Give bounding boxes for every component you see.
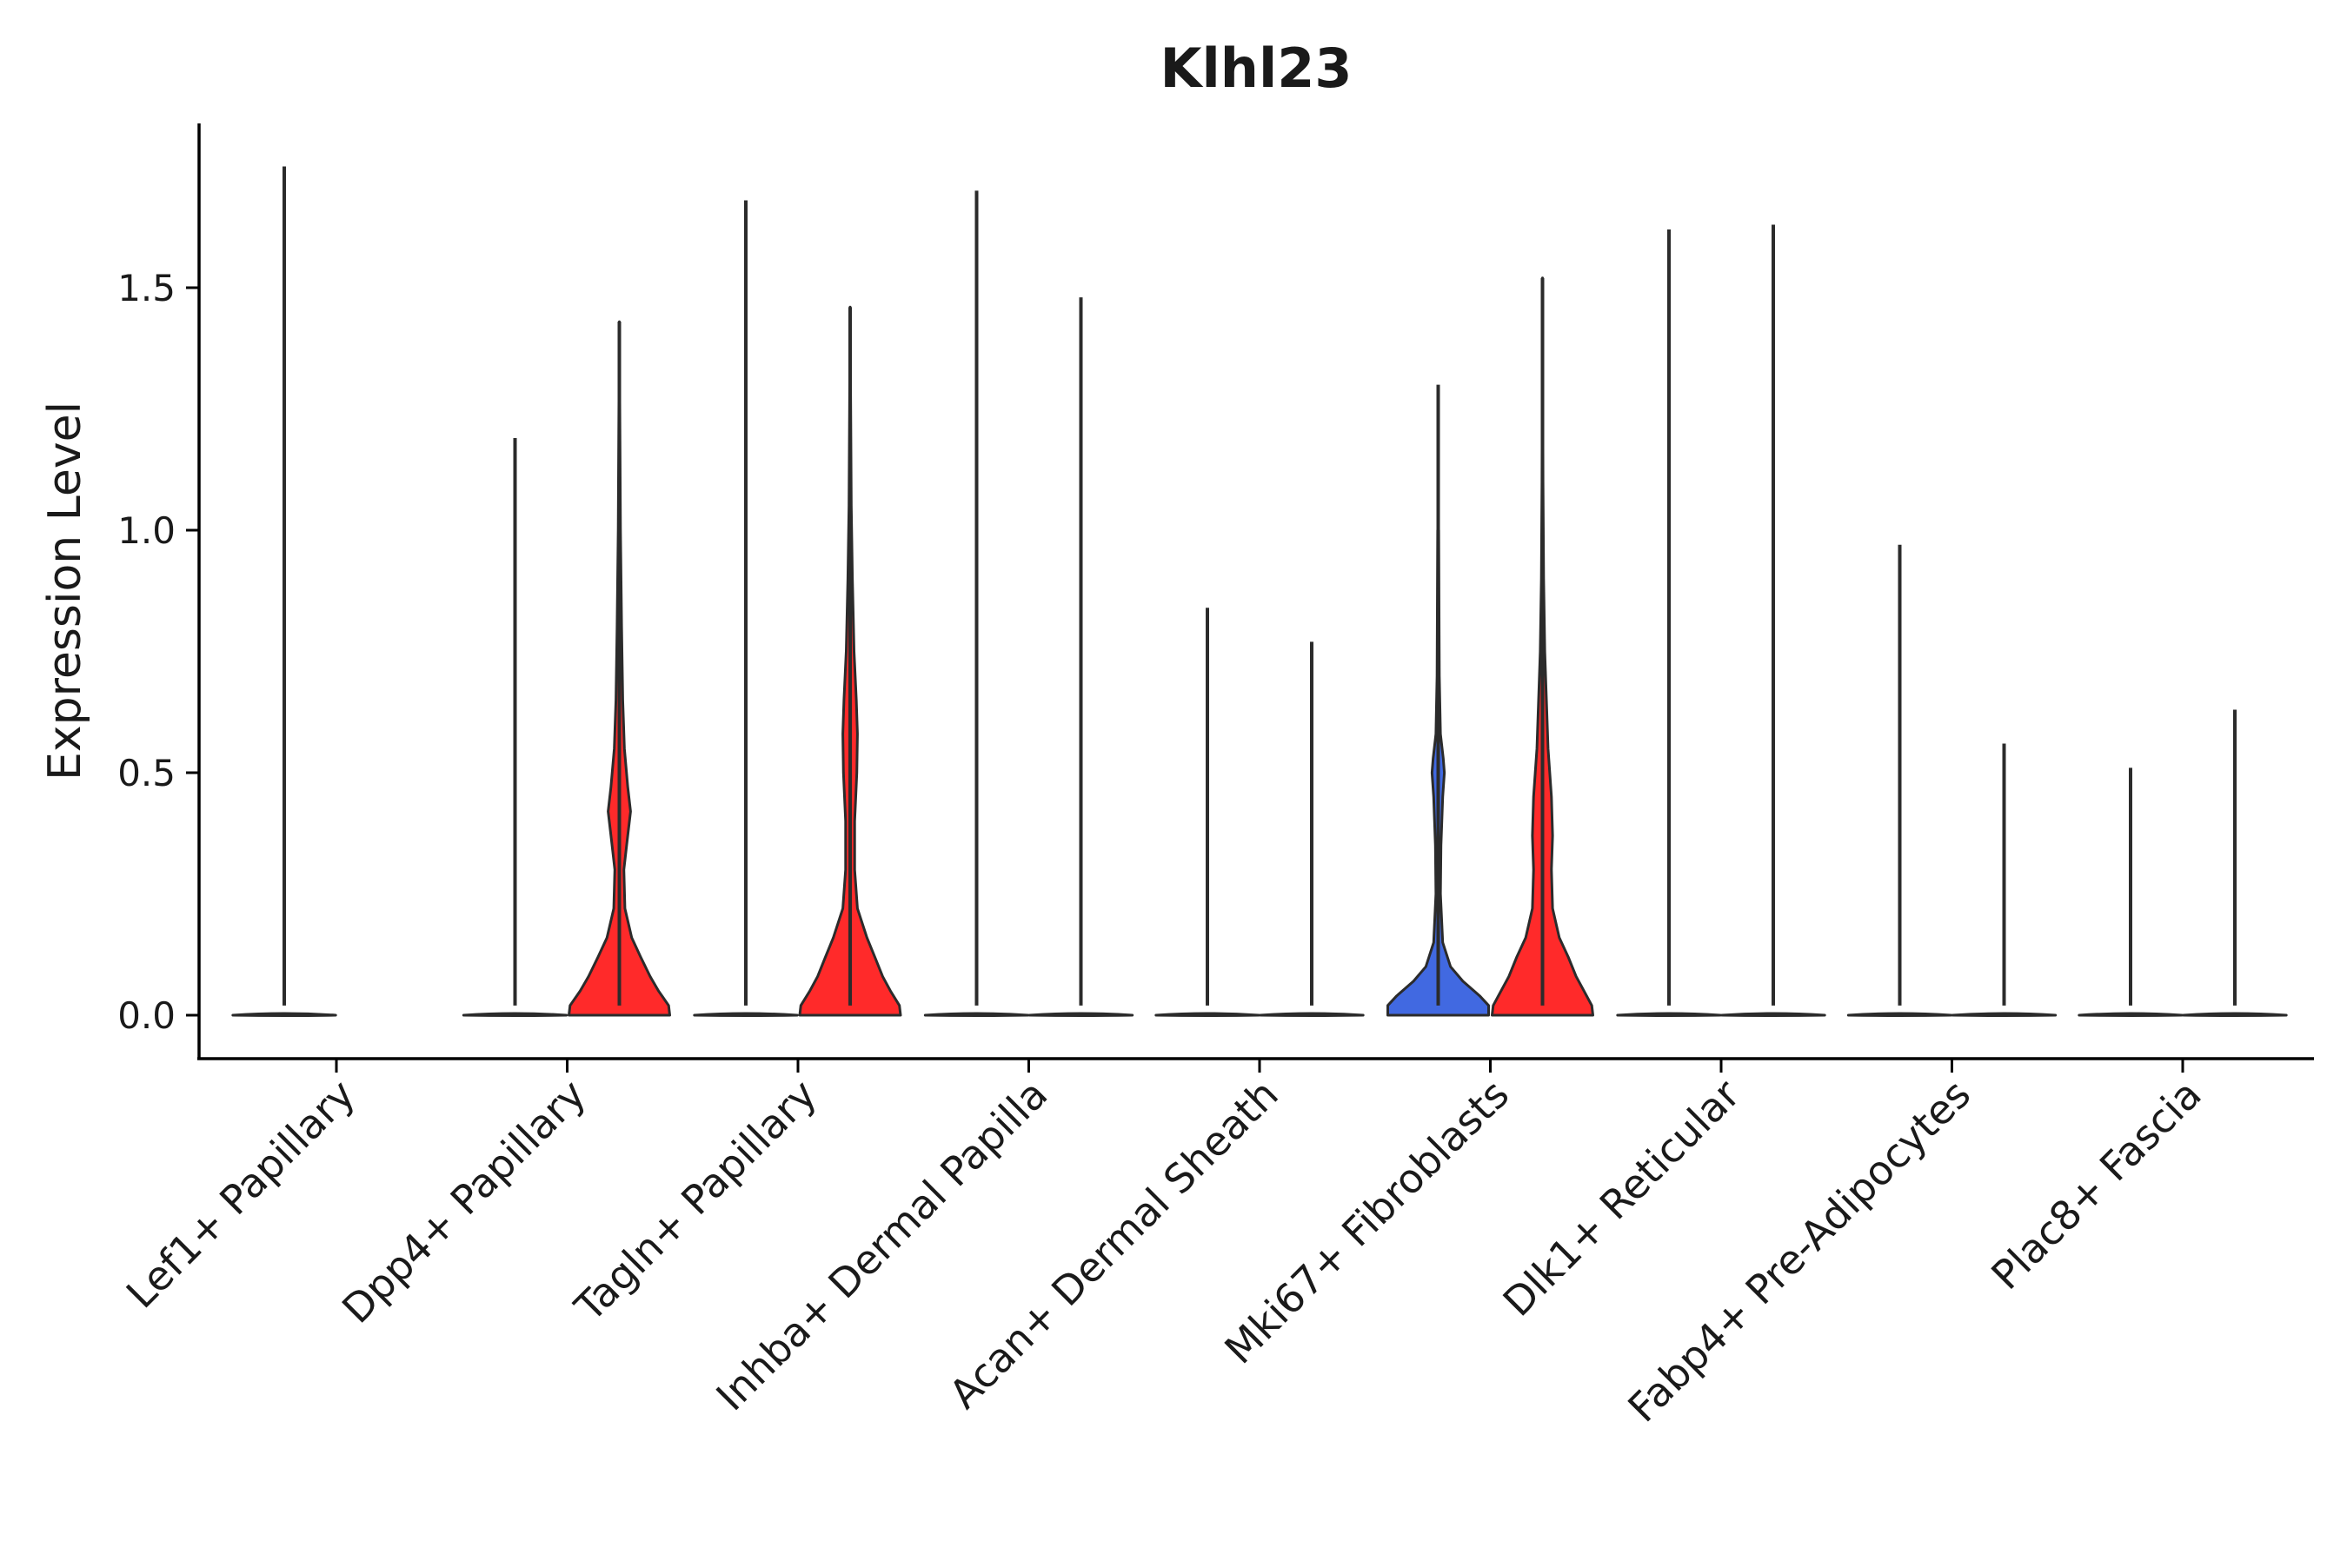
x-tick-label: Plac8+ Fascia bbox=[1982, 1071, 2210, 1299]
y-tick-label: 0.5 bbox=[117, 752, 176, 794]
chart-title: Klhl23 bbox=[1160, 37, 1353, 100]
y-tick-label: 1.0 bbox=[117, 509, 176, 552]
y-axis-label: Expression Level bbox=[39, 402, 91, 781]
violin-body bbox=[231, 1012, 337, 1017]
violin-body bbox=[1720, 1012, 1826, 1017]
x-tick-label: Dlk1+ Reticular bbox=[1494, 1071, 1749, 1325]
y-tick-label: 0.0 bbox=[117, 994, 176, 1037]
violin-body bbox=[1846, 1012, 1953, 1017]
violins bbox=[231, 166, 2288, 1017]
violin-body bbox=[693, 1012, 799, 1017]
violin-body bbox=[2182, 1012, 2288, 1017]
violin-body bbox=[1616, 1012, 1722, 1017]
x-tick-label: Lef1+ Papillary bbox=[117, 1071, 364, 1318]
violin-body bbox=[1951, 1012, 2058, 1017]
y-ticks: 0.0 0.5 1.0 1.5 bbox=[117, 267, 199, 1037]
violin-body bbox=[462, 1012, 568, 1017]
violin-body bbox=[923, 1012, 1030, 1017]
violin-body bbox=[2078, 1012, 2184, 1017]
x-tick-label: Dpp4+ Papillary bbox=[333, 1071, 595, 1332]
x-tick-label: Tagln+ Papillary bbox=[565, 1071, 826, 1332]
violin-body bbox=[1259, 1012, 1365, 1017]
violin-body bbox=[1154, 1012, 1260, 1017]
violin-body bbox=[1027, 1012, 1134, 1017]
y-tick-label: 1.5 bbox=[117, 267, 176, 309]
